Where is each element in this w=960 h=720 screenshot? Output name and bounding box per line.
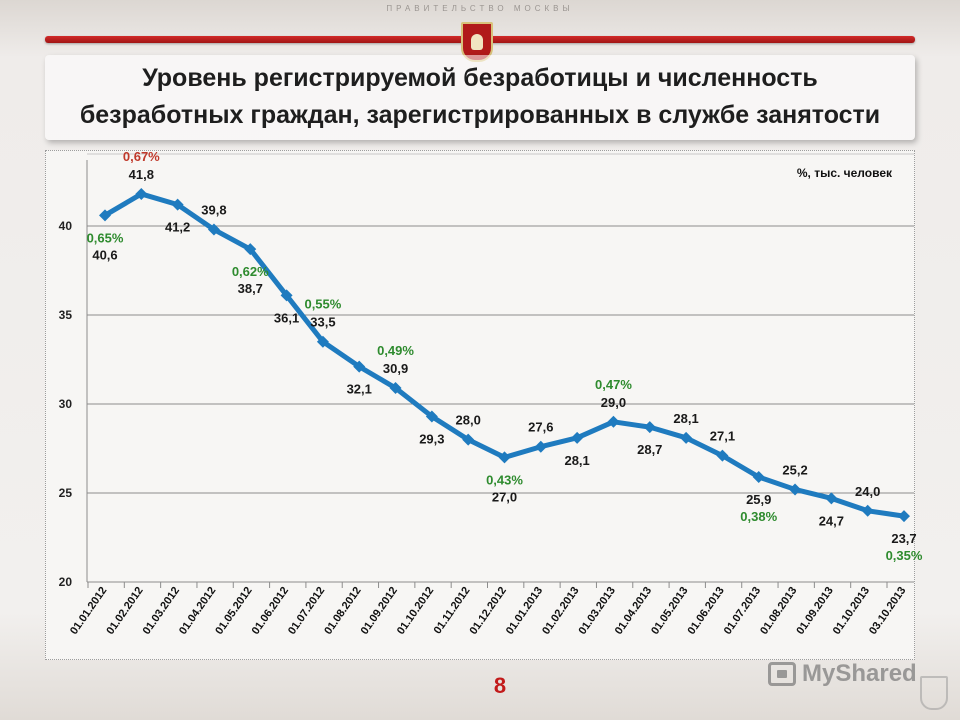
unit-label: %, тыс. человек <box>797 166 893 180</box>
watermark-text: MyShared <box>802 660 917 687</box>
value-label: 29,3 <box>419 431 444 446</box>
value-label: 39,8 <box>201 203 226 218</box>
title-panel <box>45 55 915 140</box>
x-tick-label: 01.07.2013 <box>722 585 763 637</box>
x-tick-label: 01.12.2012 <box>468 585 509 637</box>
x-tick-label: 01.09.2012 <box>359 585 400 637</box>
chart-panel <box>45 150 915 660</box>
x-tick-label: 01.04.2012 <box>177 585 218 637</box>
rate-label: 0,65% <box>87 230 124 245</box>
data-point <box>571 431 584 444</box>
value-label: 41,2 <box>165 220 190 235</box>
data-point <box>752 470 765 483</box>
data-point <box>207 223 220 236</box>
rate-label: 0,49% <box>377 343 414 358</box>
value-label: 27,1 <box>710 429 735 444</box>
title-line-1: Уровень регистрируемой безработицы и чис… <box>142 64 818 92</box>
rate-label: 0,67% <box>123 149 160 164</box>
x-tick-label: 01.05.2012 <box>213 585 254 637</box>
x-tick-label: 01.02.2012 <box>104 585 145 637</box>
value-label: 25,2 <box>782 462 807 477</box>
data-point <box>353 360 366 373</box>
value-label: 30,9 <box>383 361 408 376</box>
x-tick-label: 01.03.2012 <box>141 585 182 637</box>
x-tick-label: 01.10.2012 <box>395 585 436 637</box>
x-tick-label: 01.09.2013 <box>794 585 835 637</box>
value-label: 28,0 <box>456 413 481 428</box>
value-label: 28,7 <box>637 442 662 457</box>
value-label: 24,0 <box>855 484 880 499</box>
x-tick-label: 01.04.2013 <box>613 585 654 637</box>
x-tick-label: 01.06.2013 <box>685 585 726 637</box>
value-label: 24,7 <box>819 513 844 528</box>
data-point <box>498 451 511 464</box>
data-point <box>425 410 438 423</box>
rate-label: 0,35% <box>886 548 923 563</box>
x-tick-label: 01.05.2013 <box>649 585 690 637</box>
x-tick-label: 01.02.2013 <box>540 585 581 637</box>
data-point <box>534 440 547 453</box>
y-tick-label: 25 <box>59 486 73 500</box>
value-label: 25,9 <box>746 492 771 507</box>
data-point <box>789 483 802 496</box>
data-point <box>135 187 148 200</box>
watermark: MyShared <box>768 656 917 692</box>
y-tick-label: 30 <box>59 397 73 411</box>
rate-label: 0,47% <box>595 377 632 392</box>
x-tick-label: 01.08.2012 <box>322 585 363 637</box>
y-tick-label: 20 <box>59 575 73 589</box>
data-point <box>462 433 475 446</box>
x-tick-label: 01.01.2012 <box>68 585 109 637</box>
y-tick-label: 35 <box>59 308 73 322</box>
data-point <box>99 209 111 222</box>
rate-label: 0,38% <box>740 509 777 524</box>
data-point <box>316 335 329 348</box>
data-point <box>825 492 838 505</box>
title-line-2: безработных граждан, зарегистрированных … <box>79 101 881 129</box>
value-label: 27,0 <box>492 489 517 504</box>
value-label: 40,6 <box>92 247 117 262</box>
value-label: 27,6 <box>528 420 553 435</box>
presentation-icon <box>768 662 796 686</box>
data-point <box>280 289 293 302</box>
data-point <box>716 449 729 462</box>
value-label: 28,1 <box>564 453 589 468</box>
data-point <box>244 243 257 256</box>
header-brand: ПРАВИТЕЛЬСТВО МОСКВЫ <box>386 4 574 13</box>
x-tick-label: 01.11.2012 <box>432 585 473 636</box>
value-label: 36,1 <box>274 310 299 325</box>
x-tick-label: 01.03.2013 <box>576 585 617 637</box>
x-tick-label: 01.06.2012 <box>250 585 291 637</box>
data-point <box>607 415 620 428</box>
rate-label: 0,43% <box>486 472 523 487</box>
data-point <box>389 381 402 394</box>
data-point <box>861 504 874 517</box>
value-label: 23,7 <box>891 531 916 546</box>
page-title: Уровень регистрируемой безработицы и чис… <box>0 60 960 134</box>
value-label: 32,1 <box>347 382 372 397</box>
data-point <box>898 510 910 523</box>
data-point <box>643 421 656 434</box>
value-label: 28,1 <box>673 411 698 426</box>
data-point <box>171 198 184 211</box>
rate-label: 0,55% <box>304 297 341 312</box>
value-label: 41,8 <box>129 167 154 182</box>
rate-label: 0,62% <box>232 264 269 279</box>
value-label: 33,5 <box>310 315 335 330</box>
x-tick-label: 01.10.2013 <box>831 585 872 637</box>
value-label: 29,0 <box>601 395 626 410</box>
page-number: 8 <box>493 673 507 698</box>
data-point <box>680 431 693 444</box>
x-tick-label: 01.08.2013 <box>758 585 799 637</box>
y-tick-label: 40 <box>59 219 73 233</box>
corner-emblem-icon <box>920 676 948 710</box>
x-tick-label: 03.10.2013 <box>867 585 908 637</box>
value-label: 38,7 <box>238 281 263 296</box>
x-tick-label: 01.01.2013 <box>504 585 545 637</box>
x-tick-label: 01.07.2012 <box>286 585 327 637</box>
